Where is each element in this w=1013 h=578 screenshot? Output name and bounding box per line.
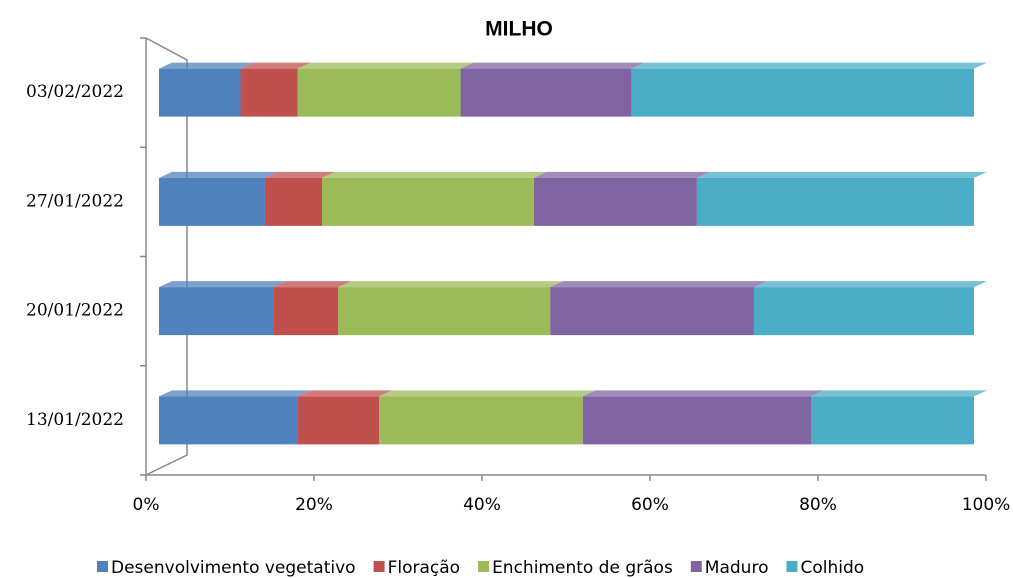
- bar-top: [533, 171, 710, 178]
- chart-title: MILHO: [485, 18, 553, 41]
- x-tick-label: 0%: [133, 495, 160, 515]
- y-tick-label: 03/02/2022: [26, 82, 124, 102]
- bar-top: [753, 281, 987, 288]
- bar-segment: [696, 177, 974, 226]
- bar-top: [240, 62, 311, 69]
- side-wall: [145, 37, 188, 476]
- bar-top: [264, 171, 335, 178]
- y-tick-label: 27/01/2022: [26, 191, 124, 211]
- bar-segment: [159, 177, 265, 226]
- bar-segment: [460, 68, 632, 117]
- bar-segment: [159, 68, 241, 117]
- bar-top: [811, 390, 987, 397]
- bar-segment: [159, 396, 298, 445]
- bar-segment: [322, 177, 534, 226]
- x-tick-label: 60%: [631, 495, 669, 515]
- y-tick-label: 20/01/2022: [26, 301, 124, 321]
- legend-swatch: [786, 561, 798, 572]
- bar-segment: [811, 396, 974, 445]
- bar-top: [159, 62, 254, 69]
- bar-segment: [753, 287, 974, 336]
- legend-label: Floração: [388, 558, 460, 578]
- bar-segment: [159, 287, 274, 336]
- legend-swatch: [373, 561, 385, 572]
- bar-segment: [297, 396, 380, 445]
- bar-segment: [631, 68, 974, 117]
- x-tick-label: 20%: [295, 495, 333, 515]
- bar-top: [460, 62, 645, 69]
- bar-top: [159, 281, 287, 288]
- bar-segment: [264, 177, 322, 226]
- bar-top: [297, 62, 474, 69]
- bar-top: [582, 390, 824, 397]
- legend-label: Enchimento de grãos: [492, 558, 673, 578]
- bar-segment: [379, 396, 583, 445]
- legend-label: Desenvolvimento vegetativo: [111, 558, 356, 578]
- bar-segment: [273, 287, 339, 336]
- bar-segment: [582, 396, 811, 445]
- bar-top: [159, 390, 311, 397]
- bar-top: [273, 281, 352, 288]
- x-tick-label: 40%: [463, 495, 501, 515]
- legend-swatch: [97, 561, 108, 572]
- bar-segment: [550, 287, 754, 336]
- y-tick-label: 13/01/2022: [26, 410, 124, 430]
- x-tick-label: 100%: [962, 495, 1011, 515]
- bar-segment: [338, 287, 551, 336]
- bar-top: [379, 390, 596, 397]
- bar-top: [631, 62, 987, 69]
- bar-top: [297, 390, 393, 397]
- bar-segment: [297, 68, 461, 117]
- bar-top: [550, 281, 767, 288]
- legend-label: Colhido: [800, 558, 864, 578]
- bar-top: [159, 171, 278, 178]
- x-tick-label: 80%: [799, 495, 837, 515]
- legend-label: Maduro: [705, 558, 769, 578]
- bar-top: [338, 281, 564, 288]
- legend-swatch: [478, 561, 490, 572]
- bar-segment: [533, 177, 697, 226]
- bar-top: [696, 171, 987, 178]
- bar-segment: [240, 68, 298, 117]
- legend-swatch: [690, 561, 702, 572]
- bar-top: [322, 171, 547, 178]
